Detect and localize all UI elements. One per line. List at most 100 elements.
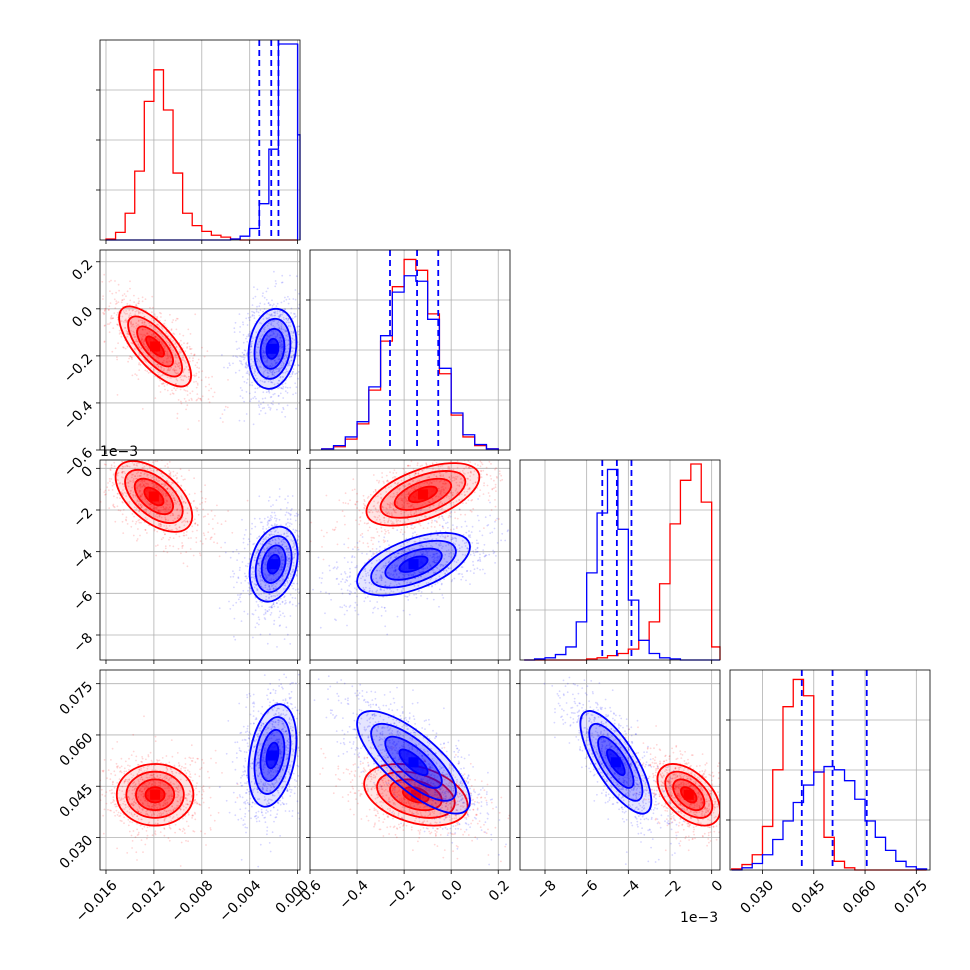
scatter-point — [270, 371, 272, 374]
scatter-point — [134, 313, 137, 316]
scatter-point — [122, 494, 124, 497]
scatter-point — [385, 474, 388, 477]
scatter-point — [153, 528, 156, 531]
scatter-point — [164, 520, 167, 522]
scatter-point — [175, 523, 178, 526]
scatter-point — [277, 395, 280, 397]
scatter-point — [412, 527, 415, 530]
scatter-point — [252, 543, 255, 546]
scatter-point — [267, 302, 270, 304]
scatter-point — [178, 352, 181, 355]
scatter-point — [154, 506, 157, 509]
scatter-point — [271, 299, 273, 302]
scatter-point — [272, 403, 274, 406]
scatter-point — [116, 302, 118, 305]
scatter-point — [355, 501, 358, 503]
scatter-point — [156, 469, 159, 472]
scatter-point — [202, 516, 205, 518]
scatter-point — [169, 471, 172, 474]
scatter-point — [280, 540, 283, 542]
scatter-point — [402, 467, 405, 470]
scatter-point — [261, 407, 264, 410]
scatter-point — [178, 526, 181, 529]
scatter-point — [135, 477, 137, 480]
scatter-point — [179, 367, 181, 370]
scatter-point — [296, 539, 299, 541]
scatter-point — [165, 358, 168, 360]
scatter-point — [271, 371, 273, 374]
scatter-point — [154, 336, 157, 338]
scatter-point — [233, 617, 236, 620]
scatter-point — [107, 309, 110, 311]
scatter-point — [112, 503, 115, 506]
scatter-point — [204, 515, 207, 518]
scatter-point — [294, 519, 297, 522]
scatter-point — [478, 530, 481, 532]
scatter-point — [166, 480, 168, 483]
scatter-point — [269, 534, 271, 537]
scatter-point — [284, 329, 286, 331]
scatter-point — [243, 557, 246, 559]
scatter-point — [121, 472, 124, 475]
scatter-point — [252, 636, 254, 639]
scatter-point — [146, 468, 149, 471]
scatter-point — [288, 562, 291, 565]
scatter-point — [494, 486, 497, 489]
scatter-point — [371, 548, 374, 550]
scatter-point — [180, 351, 182, 353]
scatter-point — [289, 643, 292, 645]
scatter-point — [292, 368, 295, 370]
scatter-point — [111, 317, 113, 320]
scatter-point — [278, 336, 281, 339]
scatter-point — [265, 355, 267, 358]
scatter-point — [282, 543, 284, 546]
scatter-point — [124, 313, 127, 315]
scatter-point — [126, 478, 129, 480]
scatter-point — [294, 373, 297, 375]
scatter-point — [271, 539, 274, 542]
scatter-point — [199, 397, 202, 400]
scatter-point — [266, 365, 269, 367]
scatter-point — [153, 321, 156, 323]
scatter-point — [273, 619, 276, 622]
scatter-point — [121, 299, 124, 301]
scatter-point — [285, 334, 288, 337]
scatter-point — [229, 608, 232, 610]
scatter-point — [285, 298, 288, 301]
scatter-point — [278, 327, 281, 330]
scatter-point — [168, 344, 171, 347]
scatter-point — [252, 397, 255, 400]
scatter-point — [280, 313, 282, 316]
scatter-point — [170, 329, 173, 331]
scatter-point — [397, 482, 400, 484]
scatter-point — [175, 477, 178, 480]
scatter-point — [274, 319, 276, 322]
scatter-point — [193, 374, 196, 377]
scatter-point — [255, 583, 258, 586]
scatter-point — [245, 391, 248, 393]
scatter-point — [142, 467, 145, 469]
scatter-point — [270, 612, 273, 614]
scatter-point — [180, 484, 182, 487]
scatter-point — [198, 367, 201, 369]
scatter-point — [159, 510, 162, 512]
scatter-point — [182, 534, 185, 537]
scatter-point — [279, 583, 282, 586]
scatter-point — [288, 360, 291, 363]
scatter-point — [110, 464, 113, 467]
scatter-point — [411, 505, 413, 507]
scatter-point — [137, 323, 139, 326]
scatter-point — [471, 525, 474, 528]
scatter-point — [270, 530, 273, 533]
scatter-point — [271, 511, 273, 514]
scatter-point — [209, 538, 212, 541]
scatter-point — [239, 355, 242, 357]
scatter-point — [147, 347, 150, 350]
scatter-point — [138, 353, 141, 356]
scatter-point — [430, 525, 433, 528]
scatter-point — [250, 351, 253, 354]
scatter-point — [288, 558, 291, 560]
scatter-point — [128, 314, 131, 317]
scatter-point — [255, 556, 257, 559]
scatter-point — [334, 526, 337, 529]
